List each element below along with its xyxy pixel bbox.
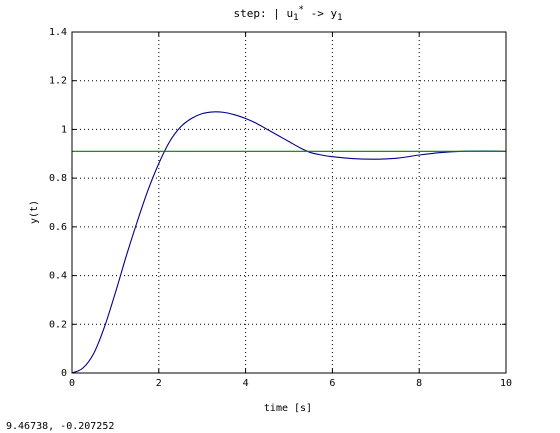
- y-tick-label: 0.8: [49, 173, 67, 184]
- x-tick-label: 6: [329, 378, 335, 389]
- chart-title-sup: *: [299, 5, 304, 15]
- coordinate-readout: 9.46738, -0.207252: [6, 421, 115, 432]
- plot-frame: [71, 31, 507, 374]
- x-tick-label: 8: [416, 378, 422, 389]
- x-axis-label: time [s]: [264, 403, 312, 414]
- series-layer: [71, 111, 507, 374]
- y-tick-label: 0: [61, 368, 67, 379]
- series-step-response-line: [71, 111, 507, 374]
- y-tick-label: 1.2: [49, 76, 67, 87]
- grid-lines: [72, 32, 506, 373]
- chart-title-sub1: 1: [293, 13, 298, 23]
- x-tick-label: 4: [243, 378, 249, 389]
- chart-title-sub2: 1: [337, 13, 342, 23]
- y-tick-label: 0.4: [49, 271, 67, 282]
- y-tick-label: 0.2: [49, 319, 67, 330]
- y-tick-label: 1: [61, 124, 67, 135]
- y-tick-label: 1.4: [49, 27, 67, 38]
- x-tick-label: 0: [69, 378, 75, 389]
- x-tick-label: 10: [500, 378, 512, 389]
- y-tick-label: 0.6: [49, 222, 67, 233]
- axis-ticks: 0 2 4 6 8 10 0 0.2 0.4 0.6 0.8 1 1.2 1.4: [49, 27, 512, 389]
- chart-title-arrow: -> y: [304, 7, 337, 20]
- y-axis-label: y(t): [29, 200, 40, 224]
- chart-title: step: | u1* -> y1: [234, 5, 343, 23]
- chart-title-prefix: step: | u: [234, 7, 294, 20]
- x-tick-label: 2: [156, 378, 162, 389]
